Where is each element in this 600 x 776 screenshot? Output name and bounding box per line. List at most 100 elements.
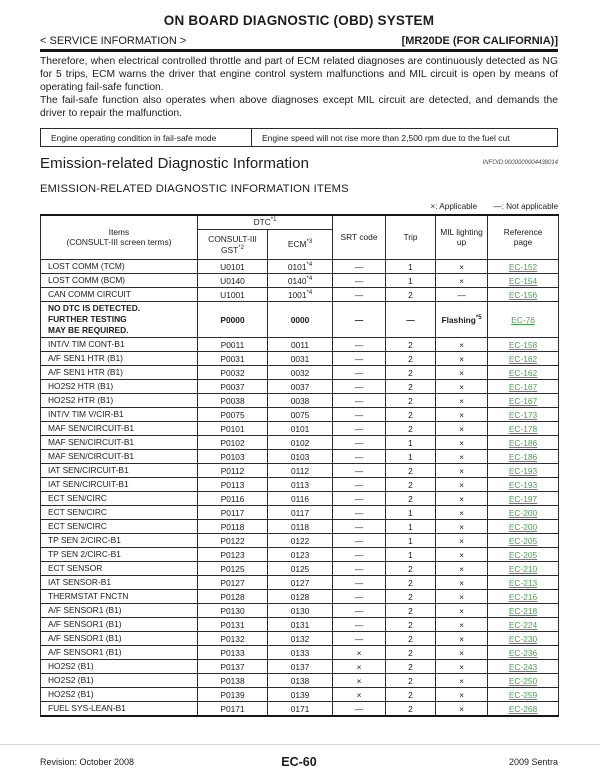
table-row: ECT SEN/CIRC P0117 0117—1 × EC-200 (40, 505, 560, 520)
mil-cell: × (435, 351, 489, 366)
table-row: THERMSTAT FNCTN P0128 0128—2 × EC-216 (40, 589, 560, 604)
consult-gst-cell: P0131 (197, 617, 268, 632)
srt-code-cell: — (332, 519, 387, 534)
footer-divider (0, 744, 600, 745)
consult-gst-cell: P0102 (197, 435, 268, 450)
srt-code-cell: — (332, 603, 387, 618)
reference-page-link[interactable]: EC-218 (508, 605, 538, 616)
reference-page-link[interactable]: EC-200 (508, 521, 538, 532)
item-cell: ECT SEN/CIRC (40, 491, 198, 506)
srt-code-cell: × (332, 645, 387, 660)
intro-paragraph-2: The fail-safe function also operates whe… (40, 94, 558, 119)
reference-page-link[interactable]: EC-205 (508, 535, 538, 546)
ecm-cell: 0131 (266, 617, 334, 632)
mil-cell: × (435, 393, 489, 408)
table-row: NO DTC IS DETECTED. FURTHER TESTING MAY … (40, 301, 560, 338)
srt-code-cell: — (332, 393, 387, 408)
reference-page-link[interactable]: EC-152 (508, 261, 538, 272)
reference-page-link[interactable]: EC-243 (508, 661, 538, 672)
table-row: MAF SEN/CIRCUIT-B1 P0102 0102—1 × EC-186 (40, 435, 560, 450)
consult-gst-cell: P0123 (197, 547, 268, 562)
reference-page-link[interactable]: EC-236 (508, 647, 538, 658)
ecm-cell: 0125 (266, 561, 334, 576)
manual-page: ON BOARD DIAGNOSTIC (OBD) SYSTEM < SERVI… (40, 13, 560, 717)
consult-gst-cell: P0011 (197, 337, 268, 352)
reference-page-cell: EC-167 (487, 393, 560, 408)
reference-page-link[interactable]: EC-205 (508, 549, 538, 560)
trip-cell: 2 (385, 337, 437, 352)
consult-gst-cell: P0032 (197, 365, 268, 380)
item-cell: THERMSTAT FNCTN (40, 589, 198, 604)
consult-gst-cell: P0132 (197, 631, 268, 646)
trip-cell: 2 (385, 287, 437, 302)
mil-cell: × (435, 561, 489, 576)
reference-page-link[interactable]: EC-213 (508, 577, 538, 588)
mil-cell: × (435, 533, 489, 548)
reference-page-link[interactable]: EC-193 (508, 479, 538, 490)
reference-page-link[interactable]: EC-167 (508, 395, 538, 406)
reference-page-cell: EC-210 (487, 561, 560, 576)
consult-gst-cell: U0140 (197, 273, 268, 288)
reference-page-cell: EC-193 (487, 477, 560, 492)
consult-gst-cell: P0138 (197, 673, 268, 688)
reference-page-link[interactable]: EC-162 (508, 353, 538, 364)
engine-variant-label: [MR20DE (FOR CALIFORNIA)] (401, 35, 558, 47)
srt-code-cell: — (332, 547, 387, 562)
reference-page-cell: EC-158 (487, 337, 560, 352)
item-cell: A/F SEN1 HTR (B1) (40, 351, 198, 366)
legend-not-applicable: —: Not applicable (493, 201, 558, 211)
reference-page-link[interactable]: EC-156 (508, 289, 538, 300)
reference-page-link[interactable]: EC-197 (508, 493, 538, 504)
ecm-cell: 0117 (266, 505, 334, 520)
reference-page-link[interactable]: EC-250 (508, 675, 538, 686)
reference-page-link[interactable]: EC-216 (508, 591, 538, 602)
ecm-cell: 0032 (266, 365, 334, 380)
ecm-cell: 0011 (266, 337, 334, 352)
item-cell: MAF SEN/CIRCUIT-B1 (40, 421, 198, 436)
mil-cell: × (435, 491, 489, 506)
reference-page-cell: EC-200 (487, 505, 560, 520)
table-row: FUEL SYS-LEAN-B1 P0171 0171—2 × EC-268 (40, 701, 560, 717)
section-subheading: EMISSION-RELATED DIAGNOSTIC INFORMATION … (40, 182, 349, 195)
mil-cell: × (435, 337, 489, 352)
column-header-srt-code: SRT code (332, 214, 387, 260)
reference-page-link[interactable]: EC-186 (508, 437, 538, 448)
ecm-cell: 0031 (266, 351, 334, 366)
reference-page-link[interactable]: EC-268 (508, 703, 538, 714)
reference-page-link[interactable]: EC-259 (508, 689, 538, 700)
mil-cell: × (435, 631, 489, 646)
section-heading: Emission-related Diagnostic Information (40, 154, 310, 172)
reference-page-cell: EC-236 (487, 645, 560, 660)
srt-code-cell: — (332, 435, 387, 450)
reference-page-link[interactable]: EC-193 (508, 465, 538, 476)
reference-page-link[interactable]: EC-158 (508, 339, 538, 350)
ecm-cell: 0112 (266, 463, 334, 478)
item-cell: MAF SEN/CIRCUIT-B1 (40, 449, 198, 464)
table-row: A/F SENSOR1 (B1) P0130 0130—2 × EC-218 (40, 603, 560, 618)
reference-page-cell: EC-154 (487, 273, 560, 288)
reference-page-link[interactable]: EC-162 (508, 367, 538, 378)
reference-page-link[interactable]: EC-154 (508, 275, 538, 286)
consult-gst-cell: P0113 (197, 477, 268, 492)
reference-page-link[interactable]: EC-224 (508, 619, 538, 630)
reference-page-link[interactable]: EC-186 (508, 451, 538, 462)
reference-page-link[interactable]: EC-210 (508, 563, 538, 574)
srt-code-cell: — (332, 575, 387, 590)
reference-page-cell: EC-186 (487, 435, 560, 450)
trip-cell: 2 (385, 351, 437, 366)
reference-page-cell: EC-205 (487, 547, 560, 562)
mil-cell: × (435, 421, 489, 436)
srt-code-cell: — (332, 463, 387, 478)
reference-page-link[interactable]: EC-200 (508, 507, 538, 518)
reference-page-cell: EC-193 (487, 463, 560, 478)
reference-page-link[interactable]: EC-230 (508, 633, 538, 644)
column-header-ecm: ECM*3 (266, 229, 334, 260)
reference-page-link[interactable]: EC-178 (508, 423, 538, 434)
srt-code-cell: — (332, 407, 387, 422)
reference-page-link[interactable]: EC-167 (508, 381, 538, 392)
reference-page-link[interactable]: EC-76 (511, 314, 535, 325)
reference-page-link[interactable]: EC-173 (508, 409, 538, 420)
reference-page-cell: EC-243 (487, 659, 560, 674)
reference-page-cell: EC-200 (487, 519, 560, 534)
srt-code-cell: — (332, 449, 387, 464)
